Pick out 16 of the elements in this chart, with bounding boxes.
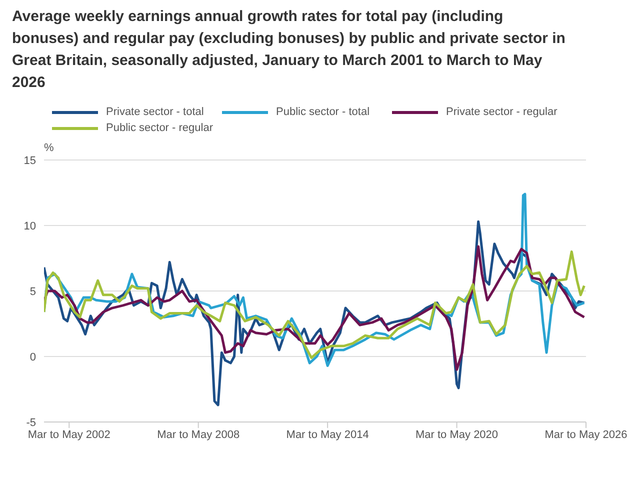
legend-label: Public sector - regular [106,122,213,134]
x-tick-label: Mar to May 2008 [157,428,240,441]
x-tick-label: Mar to May 2020 [416,428,498,441]
legend-label: Private sector - regular [446,106,558,118]
x-tick-label: Mar to May 2014 [286,428,369,441]
x-tick-label: Mar to May 2002 [28,428,110,441]
chart-title: Average weekly earnings annual growth rates for total pay (including bonuses) and regular pay (excluding bonuses) by public and private sector in Great Britain, seasonally adjusted, January to March 2001 to March to May 2026 [11,7,566,93]
y-tick-label: 15 [24,154,36,167]
y-axis-title: % [44,142,55,154]
y-tick-label: 10 [24,220,36,232]
y-tick-label: 0 [30,351,36,364]
legend-label: Private sector - total [106,106,204,118]
legend-label: Public sector - total [276,106,370,118]
y-tick-label: 5 [30,286,36,298]
y-tick-label: -5 [26,416,36,429]
x-tick-label: Mar to May 2026 [544,428,628,441]
